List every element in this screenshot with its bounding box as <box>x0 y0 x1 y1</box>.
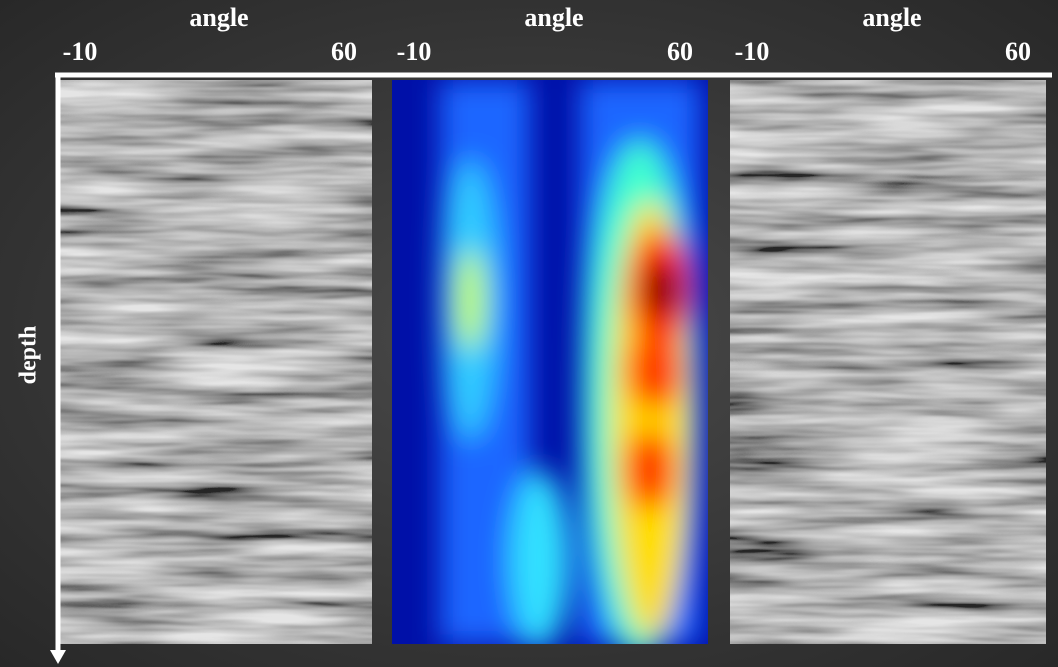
gather-texture <box>730 80 1046 644</box>
x-axis-label: angle <box>862 3 921 32</box>
x-tick-label: -10 <box>397 37 432 66</box>
x-tick-label: 60 <box>667 37 693 66</box>
x-axis-label: angle <box>189 3 248 32</box>
y-axis-label: depth <box>16 326 42 385</box>
x-tick-label: 60 <box>331 37 357 66</box>
x-axis-label: angle <box>524 3 583 32</box>
gather-texture <box>58 80 372 644</box>
page: depth angle-1060angle-1060angle-1060 (()… <box>0 0 1058 667</box>
figure: depth angle -10 60 angle -10 60 angle -10 60 <box>0 0 1058 667</box>
x-tick-label: 60 <box>1005 37 1031 66</box>
semblance-panel <box>392 80 708 660</box>
x-tick-label: -10 <box>735 37 770 66</box>
x-tick-label: -10 <box>63 37 98 66</box>
